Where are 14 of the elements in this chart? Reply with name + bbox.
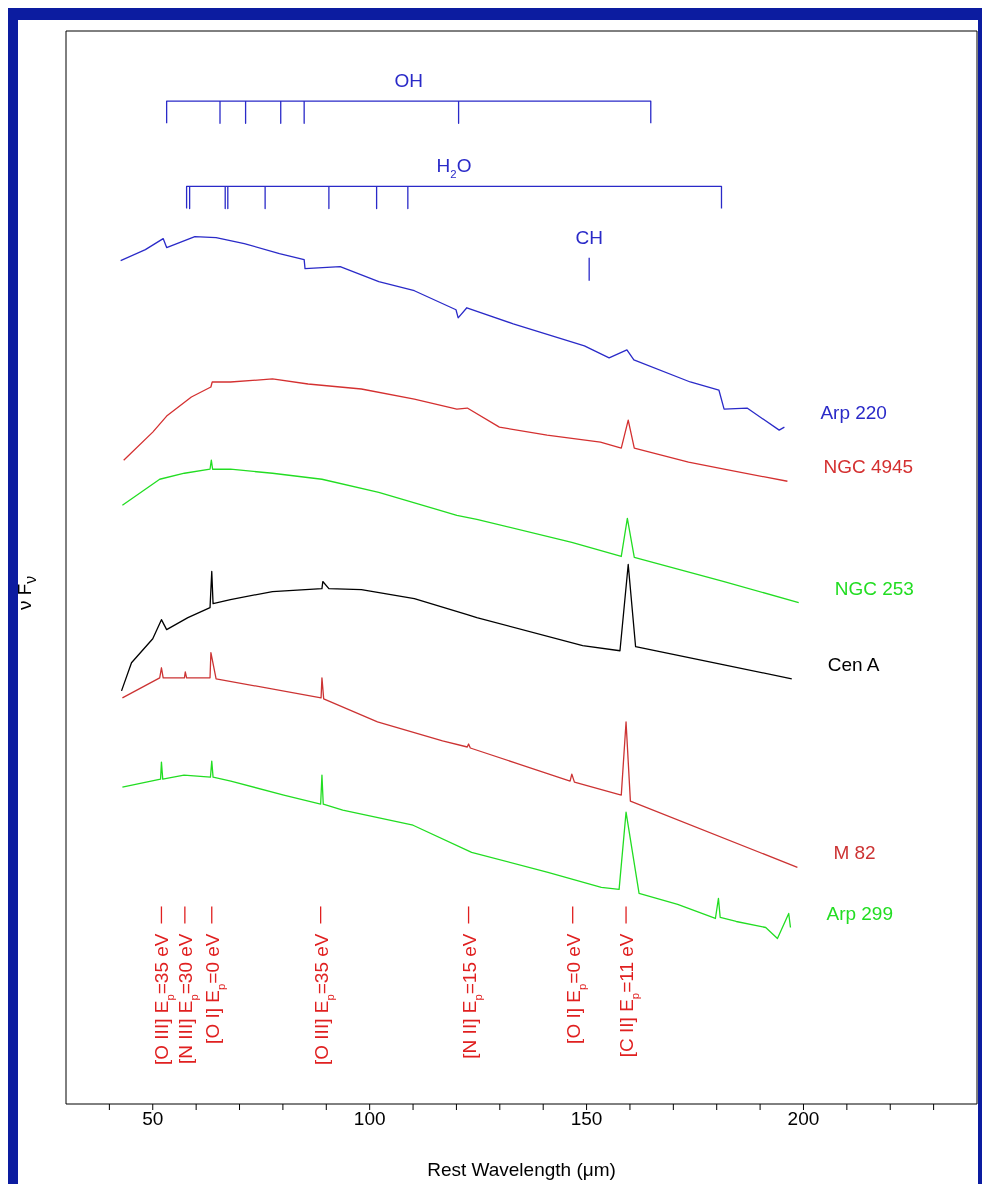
- series-label: NGC 253: [834, 577, 914, 599]
- x-tick-label: 150: [570, 1108, 603, 1130]
- series-label: Arp 299: [826, 902, 894, 924]
- annotation: H$_{2}$O: [436, 155, 472, 181]
- annotation: CH: [575, 226, 603, 248]
- text: OH: [394, 70, 423, 92]
- series-label: NGC 4945: [823, 456, 914, 478]
- x-tick-label: 50: [142, 1108, 164, 1130]
- x-tick-label: 200: [787, 1108, 820, 1130]
- x-axis-title: Rest Wavelength (μm): [427, 1159, 616, 1180]
- x-tick-label: 100: [353, 1108, 386, 1130]
- series-label: Cen A: [827, 653, 880, 675]
- series-label: Arp 220: [820, 402, 887, 424]
- series-label: M 82: [833, 842, 876, 864]
